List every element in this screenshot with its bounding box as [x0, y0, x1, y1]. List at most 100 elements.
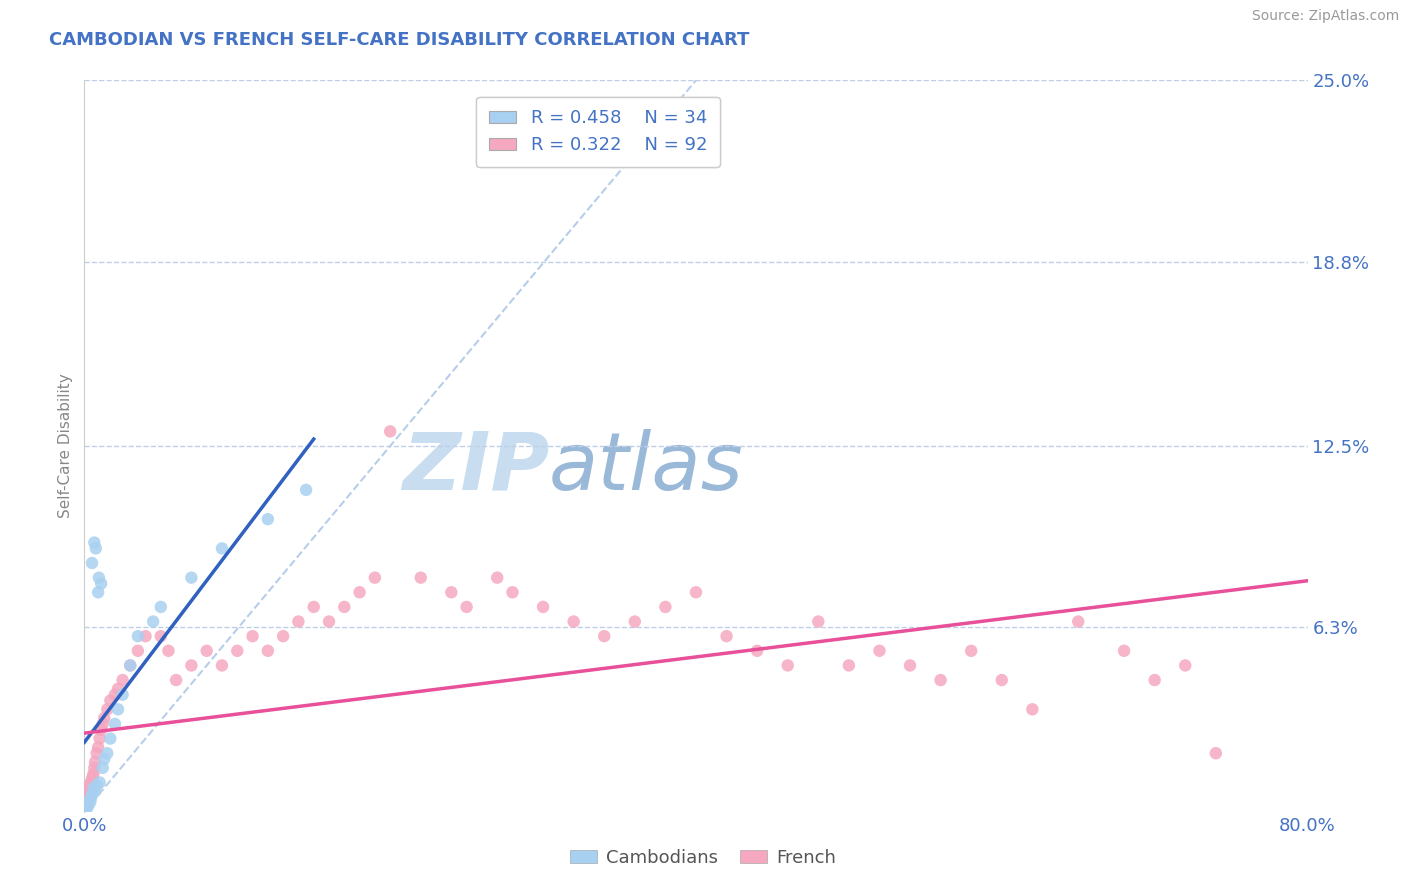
Point	[84, 541, 107, 556]
Point	[195, 644, 218, 658]
Point	[380, 425, 402, 439]
Point	[111, 673, 134, 687]
Point	[120, 658, 142, 673]
Point	[1067, 615, 1090, 629]
Point	[409, 571, 432, 585]
Point	[75, 796, 97, 810]
Point	[142, 615, 165, 629]
Point	[624, 615, 647, 629]
Point	[318, 615, 340, 629]
Point	[75, 793, 97, 807]
Point	[211, 541, 233, 556]
Point	[77, 789, 100, 803]
Point	[80, 777, 103, 791]
Point	[86, 746, 108, 760]
Point	[77, 781, 100, 796]
Point	[364, 571, 387, 585]
Text: CAMBODIAN VS FRENCH SELF-CARE DISABILITY CORRELATION CHART: CAMBODIAN VS FRENCH SELF-CARE DISABILITY…	[49, 31, 749, 49]
Point	[80, 772, 103, 787]
Point	[127, 629, 149, 643]
Point	[79, 793, 101, 807]
Point	[135, 629, 157, 643]
Point	[75, 796, 97, 810]
Point	[685, 585, 707, 599]
Point	[898, 658, 921, 673]
Point	[82, 778, 104, 792]
Y-axis label: Self-Care Disability: Self-Care Disability	[58, 374, 73, 518]
Point	[180, 571, 202, 585]
Point	[91, 761, 114, 775]
Point	[75, 798, 97, 813]
Point	[86, 778, 108, 792]
Point	[157, 644, 180, 658]
Point	[869, 644, 891, 658]
Point	[90, 723, 112, 737]
Point	[807, 615, 830, 629]
Point	[531, 599, 554, 614]
Point	[149, 629, 172, 643]
Point	[75, 802, 97, 816]
Point	[76, 793, 98, 807]
Legend: R = 0.458    N = 34, R = 0.322    N = 92: R = 0.458 N = 34, R = 0.322 N = 92	[477, 96, 720, 167]
Point	[89, 775, 111, 789]
Point	[211, 658, 233, 673]
Point	[654, 599, 676, 614]
Point	[226, 644, 249, 658]
Point	[76, 798, 98, 813]
Point	[120, 658, 142, 673]
Point	[96, 746, 118, 760]
Point	[84, 784, 107, 798]
Point	[593, 629, 616, 643]
Point	[80, 790, 103, 805]
Point	[107, 681, 129, 696]
Point	[1174, 658, 1197, 673]
Point	[77, 784, 100, 798]
Point	[295, 483, 318, 497]
Point	[77, 797, 100, 812]
Point	[82, 780, 104, 794]
Point	[80, 781, 103, 796]
Point	[83, 781, 105, 796]
Point	[776, 658, 799, 673]
Point	[83, 766, 105, 780]
Point	[76, 795, 98, 809]
Text: Source: ZipAtlas.com: Source: ZipAtlas.com	[1251, 9, 1399, 23]
Point	[79, 795, 101, 809]
Point	[242, 629, 264, 643]
Point	[76, 790, 98, 805]
Legend: Cambodians, French: Cambodians, French	[562, 842, 844, 874]
Point	[180, 658, 202, 673]
Point	[333, 599, 356, 614]
Point	[960, 644, 983, 658]
Point	[257, 512, 280, 526]
Point	[90, 576, 112, 591]
Point	[98, 731, 121, 746]
Point	[991, 673, 1014, 687]
Point	[79, 782, 101, 797]
Point	[79, 786, 101, 800]
Point	[127, 644, 149, 658]
Point	[76, 787, 98, 801]
Point	[96, 702, 118, 716]
Point	[716, 629, 738, 643]
Point	[77, 787, 100, 801]
Point	[75, 795, 97, 809]
Point	[1021, 702, 1043, 716]
Point	[79, 784, 101, 798]
Point	[747, 644, 769, 658]
Point	[80, 556, 103, 570]
Point	[98, 693, 121, 707]
Point	[929, 673, 952, 687]
Point	[76, 791, 98, 805]
Point	[76, 791, 98, 805]
Point	[83, 761, 105, 775]
Point	[76, 800, 98, 814]
Point	[271, 629, 294, 643]
Point	[302, 599, 325, 614]
Text: atlas: atlas	[550, 429, 744, 507]
Point	[287, 615, 309, 629]
Point	[79, 780, 101, 794]
Point	[87, 585, 110, 599]
Point	[77, 789, 100, 803]
Point	[79, 778, 101, 792]
